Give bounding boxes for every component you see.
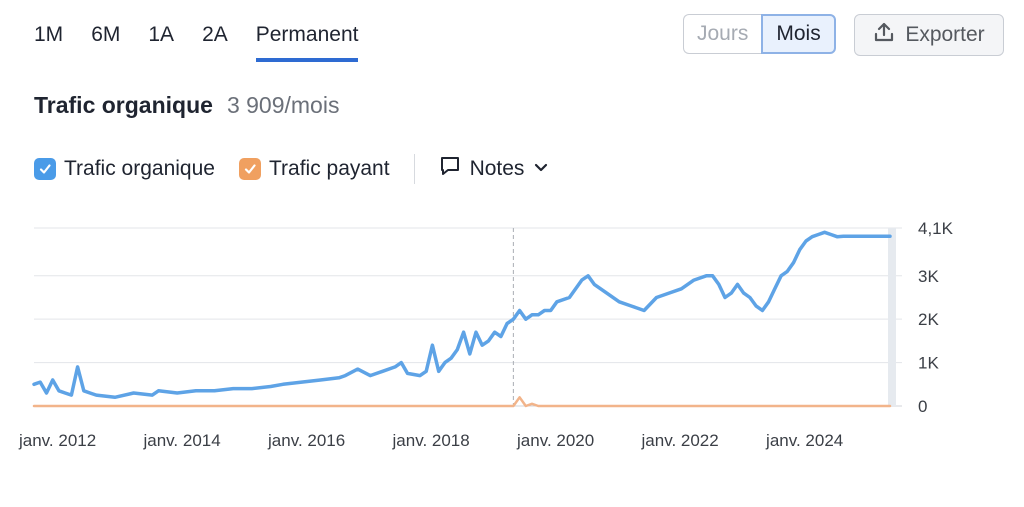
y-tick-label: 2K	[918, 310, 939, 329]
headline-value: 3 909/mois	[226, 92, 340, 118]
range-tabs: 1M 6M 1A 2A Permanent	[34, 22, 386, 62]
checkbox-checked-icon[interactable]	[34, 158, 56, 180]
range-tab-permanent[interactable]: Permanent	[255, 22, 359, 62]
x-tick-label: janv. 2024	[765, 431, 843, 450]
chart-grid	[34, 227, 902, 407]
legend-item-paid[interactable]: Trafic payant	[238, 157, 390, 181]
x-tick-label: janv. 2016	[267, 431, 345, 450]
period-days-button[interactable]: Jours	[683, 14, 762, 54]
x-tick-label: janv. 2018	[392, 431, 470, 450]
period-toggle: Jours Mois	[683, 14, 836, 54]
y-tick-label: 0	[918, 397, 927, 416]
checkbox-checked-icon[interactable]	[238, 158, 261, 180]
legend-divider	[413, 154, 415, 184]
chart-series	[32, 230, 892, 408]
export-button[interactable]: Exporter	[854, 14, 1004, 56]
range-tab-2a[interactable]: 2A	[202, 23, 228, 46]
notes-label: Notes	[469, 157, 525, 180]
period-months-button[interactable]: Mois	[761, 14, 836, 54]
current-period-band	[888, 228, 896, 406]
y-tick-label: 1K	[918, 354, 939, 373]
y-tick-label: 4,1K	[918, 219, 954, 238]
x-tick-label: janv. 2014	[143, 431, 221, 450]
headline-title: Trafic organique	[34, 92, 213, 118]
y-tick-label: 3K	[918, 267, 939, 286]
legend: Trafic organique Trafic payant Notes	[34, 154, 549, 184]
notes-dropdown[interactable]: Notes	[439, 155, 550, 183]
range-tab-1a[interactable]: 1A	[148, 23, 175, 46]
y-axis-labels: 4,1K 3K 2K 1K 0	[918, 219, 954, 416]
comment-icon	[439, 155, 461, 183]
series-line	[32, 230, 892, 400]
x-tick-label: janv. 2022	[641, 431, 719, 450]
series-line	[32, 396, 892, 408]
x-axis-labels: janv. 2012 janv. 2014 janv. 2016 janv. 2018…	[18, 431, 843, 450]
legend-label-paid: Trafic payant	[268, 157, 390, 180]
legend-label-organic: Trafic organique	[64, 157, 215, 180]
range-tab-6m[interactable]: 6M	[91, 23, 121, 46]
x-tick-label: janv. 2020	[516, 431, 594, 450]
upload-icon	[873, 21, 895, 49]
range-tab-1m[interactable]: 1M	[34, 23, 64, 46]
legend-item-organic[interactable]: Trafic organique	[34, 157, 215, 181]
headline: Trafic organique 3 909/mois	[34, 92, 339, 119]
export-label: Exporter	[905, 23, 985, 46]
chevron-down-icon	[533, 157, 549, 181]
x-tick-label: janv. 2012	[18, 431, 96, 450]
